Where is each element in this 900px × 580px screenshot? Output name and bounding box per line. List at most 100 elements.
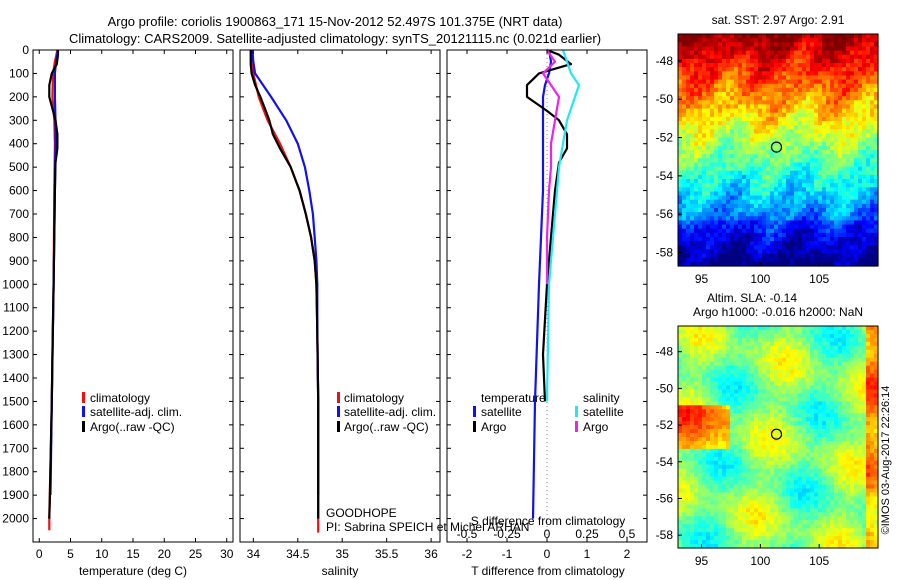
map-cell (850, 199, 855, 205)
map-cell (842, 405, 847, 410)
map-cell (818, 203, 823, 209)
map-cell (686, 329, 691, 335)
map-cell (730, 75, 735, 81)
map-cell (786, 112, 791, 118)
map-cell (702, 54, 707, 60)
map-cell (846, 203, 851, 209)
map-cell (734, 208, 739, 213)
map-cell (682, 241, 687, 246)
map-cell (730, 326, 735, 331)
map-cell (850, 326, 855, 331)
map-cell (698, 220, 703, 226)
map-cell (842, 137, 847, 143)
map-cell (698, 433, 703, 438)
map-cell (742, 241, 747, 246)
map-cell (690, 353, 695, 359)
map-cell (870, 429, 875, 434)
map-cell (706, 158, 711, 164)
map-cell (854, 104, 859, 110)
map-cell (846, 183, 851, 188)
map-cell (838, 150, 843, 155)
map-cell (810, 329, 815, 335)
map-cell (702, 341, 707, 347)
map-cell (838, 393, 843, 398)
map-cell (702, 421, 707, 426)
map-cell (694, 452, 699, 458)
map-cell (834, 137, 839, 143)
map-cell (710, 444, 715, 450)
map-cell (774, 261, 779, 267)
map-cell (750, 472, 755, 478)
map-cell (770, 63, 775, 68)
map-cell (778, 38, 783, 43)
map-cell (866, 183, 871, 188)
map-cell (742, 46, 747, 52)
map-cell (842, 75, 847, 81)
map-cell (818, 208, 823, 213)
map-cell (818, 108, 823, 114)
map-cell (830, 187, 835, 193)
map-cell (774, 158, 779, 164)
map-cell (826, 377, 831, 383)
map-cell (762, 385, 767, 391)
map-cell (870, 401, 875, 406)
map-cell (690, 448, 695, 454)
map-cell (726, 329, 731, 335)
map-cell (778, 203, 783, 209)
map-cell (702, 100, 707, 106)
map-cell (742, 365, 747, 371)
map-cell (742, 100, 747, 106)
map-cell (682, 83, 687, 89)
map-cell (806, 63, 811, 68)
map-cell (850, 228, 855, 234)
map-cell (874, 329, 879, 335)
map-cell (846, 125, 851, 130)
map-cell (762, 145, 767, 151)
map-cell (794, 71, 799, 77)
map-cell (726, 63, 731, 68)
map-cell (754, 237, 759, 242)
map-cell (714, 54, 719, 60)
map-cell (726, 385, 731, 391)
map-cell (734, 329, 739, 335)
map-cell (698, 166, 703, 172)
map-cell (734, 133, 739, 139)
map-cell (830, 121, 835, 126)
map-cell (786, 166, 791, 172)
map-cell (814, 46, 819, 52)
sst-map-ticks: 95 100 105-48-50-52-54-56-58 (656, 54, 830, 286)
map-cell (838, 71, 843, 77)
map-cell (790, 92, 795, 97)
map-cell (678, 125, 683, 130)
map-cell (842, 232, 847, 238)
map-cell (738, 96, 743, 101)
map-cell (838, 87, 843, 93)
map-cell (722, 141, 727, 147)
map-cell (714, 361, 719, 367)
map-cell (750, 405, 755, 410)
map-cell (746, 162, 751, 168)
map-cell (834, 456, 839, 462)
map-cell (686, 421, 691, 426)
map-cell (814, 145, 819, 151)
map-cell (690, 166, 695, 172)
map-cell (842, 112, 847, 118)
map-cell (762, 257, 767, 263)
map-cell (830, 150, 835, 155)
map-cell (754, 333, 759, 339)
map-cell (834, 245, 839, 251)
map-cell (742, 42, 747, 48)
map-cell (802, 357, 807, 363)
map-cell (826, 67, 831, 72)
map-cell (842, 460, 847, 466)
map-cell (714, 121, 719, 126)
map-cell (870, 326, 875, 331)
map-cell (706, 389, 711, 394)
map-cell (758, 112, 763, 118)
map-cell (862, 220, 867, 226)
map-cell (870, 448, 875, 454)
map-cell (850, 92, 855, 97)
map-cell (778, 150, 783, 155)
map-cell (778, 54, 783, 60)
map-cell (702, 145, 707, 151)
